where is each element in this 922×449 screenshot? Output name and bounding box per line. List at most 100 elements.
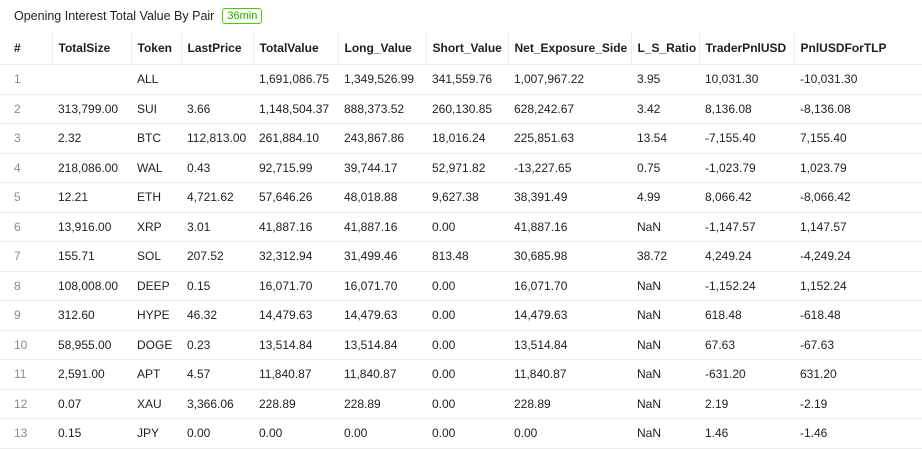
- table-cell: 57,646.26: [253, 182, 338, 213]
- table-cell: 14,479.63: [338, 300, 426, 331]
- table-row: 4 218,086.00 WAL 0.43 92,715.99 39,744.17 52,9…: [0, 153, 922, 183]
- table-cell: -8,136.08: [794, 94, 922, 124]
- table-cell: 67.63: [699, 330, 794, 360]
- table-cell: 13,916.00: [52, 212, 131, 242]
- table-cell: -1,152.24: [699, 271, 794, 301]
- table-cell: NaN: [631, 330, 699, 360]
- table-cell: 13.54: [631, 123, 699, 154]
- table-cell: 41,887.16: [253, 212, 338, 242]
- table-cell: 228.89: [253, 389, 338, 419]
- table-row: 1 ALL 1,691,086.75 1,349,526.99 341,559.76 1,…: [0, 64, 922, 95]
- table-row: 11 2,591.00 APT 4.57 11,840.87 11,840.87 0.00 1…: [0, 359, 922, 390]
- time-badge: 36min: [222, 8, 263, 24]
- table-cell: -1,023.79: [699, 153, 794, 183]
- table-cell: 1,691,086.75: [253, 64, 338, 95]
- table-cell: 10,031.30: [699, 64, 794, 95]
- table-cell: -1,147.57: [699, 212, 794, 242]
- row-index: 3: [0, 123, 52, 154]
- table-cell: 0.00: [426, 418, 508, 449]
- table-cell: -1.46: [794, 418, 922, 449]
- table-cell: 1,152.24: [794, 271, 922, 301]
- table-cell: 38,391.49: [508, 182, 631, 213]
- column-header: #: [0, 32, 53, 65]
- table-cell: APT: [131, 359, 181, 390]
- table-cell: 38.72: [631, 241, 699, 272]
- table-cell: NaN: [631, 389, 699, 419]
- table-cell: 813.48: [426, 241, 508, 272]
- column-header: TraderPnlUSD: [699, 32, 795, 65]
- column-header: Short_Value: [426, 32, 509, 65]
- row-index: 1: [0, 64, 52, 95]
- column-header: Token: [131, 32, 182, 65]
- title: Opening Interest Total Value By Pair: [14, 9, 215, 23]
- table-cell: 31,499.46: [338, 241, 426, 272]
- table-row: 13 0.15 JPY 0.00 0.00 0.00 0.00 0.00 NaN 1.46 -1.4…: [0, 418, 922, 449]
- table-cell: 2,591.00: [52, 359, 131, 390]
- table-cell: 0.15: [181, 271, 253, 301]
- table-cell: DEEP: [131, 271, 181, 301]
- table-cell: ETH: [131, 182, 181, 213]
- table-cell: 3,366.06: [181, 389, 253, 419]
- table-cell: [181, 64, 253, 95]
- column-header: LastPrice: [181, 32, 254, 65]
- table-cell: 4,721.62: [181, 182, 253, 213]
- table-cell: [52, 64, 131, 95]
- table-cell: 628,242.67: [508, 94, 631, 124]
- table-cell: 3.95: [631, 64, 699, 95]
- table-cell: NaN: [631, 359, 699, 390]
- table-cell: 4.99: [631, 182, 699, 213]
- table-cell: -8,066.42: [794, 182, 922, 213]
- table-cell: 0.00: [426, 330, 508, 360]
- table-cell: 0.00: [426, 389, 508, 419]
- table-cell: 1,007,967.22: [508, 64, 631, 95]
- table-cell: 112,813.00: [181, 123, 253, 154]
- table-cell: -4,249.24: [794, 241, 922, 272]
- table-cell: 1,148,504.37: [253, 94, 338, 124]
- table-cell: 312.60: [52, 300, 131, 331]
- table-cell: DOGE: [131, 330, 181, 360]
- table-cell: 243,867.86: [338, 123, 426, 154]
- table-cell: 228.89: [338, 389, 426, 419]
- table-cell: 341,559.76: [426, 64, 508, 95]
- table-row: 2 313,799.00 SUI 3.66 1,148,504.37 888,373.52…: [0, 94, 922, 124]
- table-cell: 0.00: [426, 359, 508, 390]
- table-cell: 2.19: [699, 389, 794, 419]
- table-cell: 3.42: [631, 94, 699, 124]
- column-header: Net_Exposure_Side: [508, 32, 632, 65]
- table-cell: 0.00: [338, 418, 426, 449]
- table-cell: XAU: [131, 389, 181, 419]
- table-body: 1 ALL 1,691,086.75 1,349,526.99 341,559.76 1,…: [0, 64, 922, 449]
- table-cell: 39,744.17: [338, 153, 426, 183]
- row-index: 10: [0, 330, 52, 360]
- table-cell: 0.00: [426, 271, 508, 301]
- table-cell: 11,840.87: [253, 359, 338, 390]
- row-index: 7: [0, 241, 52, 272]
- table-cell: 888,373.52: [338, 94, 426, 124]
- table-cell: 12.21: [52, 182, 131, 213]
- table-cell: 11,840.87: [338, 359, 426, 390]
- table-cell: -13,227.65: [508, 153, 631, 183]
- table-cell: JPY: [131, 418, 181, 449]
- table-cell: 30,685.98: [508, 241, 631, 272]
- table-cell: BTC: [131, 123, 181, 154]
- table-cell: -10,031.30: [794, 64, 922, 95]
- data-table: # TotalSize Token LastPrice TotalValue Long_V…: [0, 32, 922, 449]
- table-cell: 13,514.84: [508, 330, 631, 360]
- table-cell: 1,147.57: [794, 212, 922, 242]
- table-cell: 41,887.16: [338, 212, 426, 242]
- table-cell: 0.43: [181, 153, 253, 183]
- table-cell: -7,155.40: [699, 123, 794, 154]
- table-cell: 1.46: [699, 418, 794, 449]
- row-index: 6: [0, 212, 52, 242]
- table-cell: 618.48: [699, 300, 794, 331]
- table-cell: 0.75: [631, 153, 699, 183]
- table-cell: 0.07: [52, 389, 131, 419]
- column-header: L_S_Ratio: [631, 32, 700, 65]
- header-row: # TotalSize Token LastPrice TotalValue Long_V…: [0, 32, 922, 65]
- table-row: 8 108,008.00 DEEP 0.15 16,071.70 16,071.70 0.0…: [0, 271, 922, 301]
- table-cell: 58,955.00: [52, 330, 131, 360]
- table-row: 5 12.21 ETH 4,721.62 57,646.26 48,018.88 9,627…: [0, 182, 922, 213]
- table-cell: 0.00: [426, 212, 508, 242]
- table-cell: 0.15: [52, 418, 131, 449]
